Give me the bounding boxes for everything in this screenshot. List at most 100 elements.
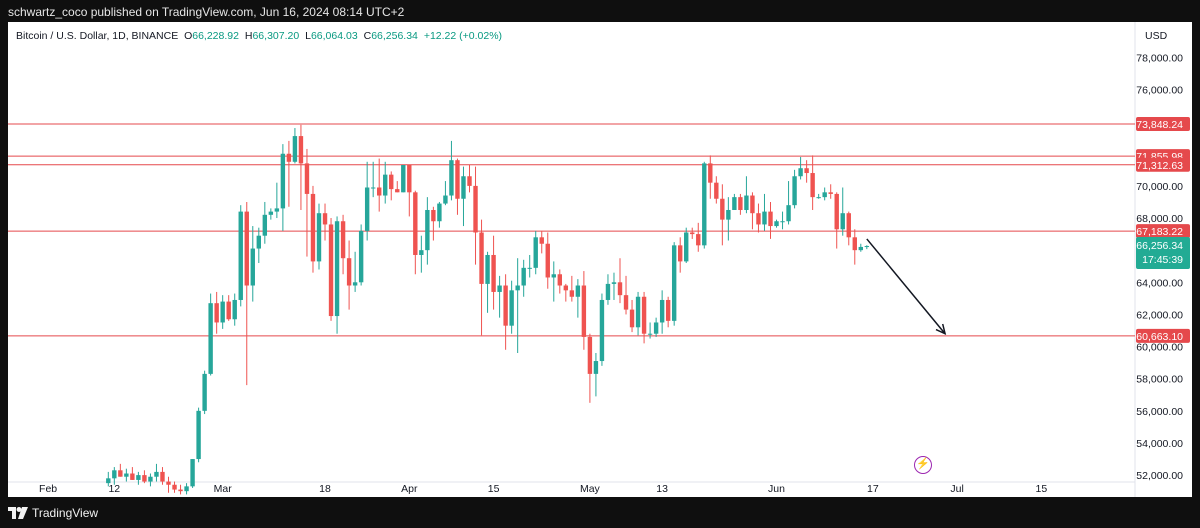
candle-body[interactable] — [539, 237, 544, 244]
candle-body[interactable] — [262, 214, 268, 236]
projection-arrow-line[interactable] — [866, 238, 946, 335]
candle-body[interactable] — [690, 232, 695, 235]
candle-body[interactable] — [503, 285, 508, 326]
candle-body[interactable] — [696, 234, 701, 246]
candle-body[interactable] — [858, 246, 863, 251]
candle-body[interactable] — [310, 193, 316, 262]
candle-body[interactable] — [671, 245, 677, 321]
candle-body[interactable] — [358, 230, 364, 283]
candle-body[interactable] — [744, 195, 749, 210]
candle-body[interactable] — [768, 211, 773, 227]
candle-body[interactable] — [665, 299, 671, 321]
candle-body[interactable] — [202, 373, 207, 411]
candle-body[interactable] — [232, 299, 237, 320]
candle-body[interactable] — [352, 282, 358, 286]
symbol-description[interactable]: Bitcoin / U.S. Dollar, 1D, BINANCE — [16, 30, 179, 42]
candle-body[interactable] — [840, 213, 845, 230]
candle-body[interactable] — [136, 475, 141, 480]
candle-body[interactable] — [485, 254, 490, 284]
candle-body[interactable] — [521, 267, 526, 286]
candle-body[interactable] — [750, 195, 755, 214]
candle-body[interactable] — [172, 484, 177, 490]
candle-body[interactable] — [328, 224, 334, 317]
candle-body[interactable] — [377, 187, 382, 196]
chart-frame[interactable]: 52,000.00 54,000.00 56,000.00 58,000.00 60,0… — [8, 22, 1192, 497]
lightning-icon[interactable]: ⚡ — [914, 456, 932, 474]
candle-body[interactable] — [653, 322, 659, 334]
candle-body[interactable] — [810, 173, 815, 198]
candle-body[interactable] — [364, 187, 370, 231]
candle-body[interactable] — [798, 168, 803, 177]
candle-body[interactable] — [256, 235, 261, 249]
candle-body[interactable] — [413, 192, 418, 255]
candle-body[interactable] — [407, 165, 412, 193]
candle-body[interactable] — [509, 290, 514, 326]
candle-body[interactable] — [226, 301, 231, 320]
candle-body[interactable] — [623, 295, 629, 310]
candle-body[interactable] — [629, 309, 635, 328]
candle-body[interactable] — [142, 475, 147, 482]
candle-body[interactable] — [425, 209, 430, 251]
candle-body[interactable] — [738, 197, 743, 210]
candle-body[interactable] — [268, 211, 274, 215]
candle-body[interactable] — [816, 197, 821, 199]
candle-body[interactable] — [401, 165, 406, 193]
candle-body[interactable] — [551, 274, 556, 278]
candle-body[interactable] — [160, 471, 165, 482]
candle-body[interactable] — [587, 336, 593, 374]
currency-label[interactable]: USD — [1145, 30, 1168, 42]
candle-body[interactable] — [533, 237, 538, 268]
candle-body[interactable] — [118, 470, 123, 477]
candle-body[interactable] — [828, 192, 833, 194]
candle-body[interactable] — [106, 478, 111, 484]
candle-body[interactable] — [834, 193, 839, 230]
candle-body[interactable] — [726, 209, 731, 220]
candle-body[interactable] — [274, 208, 280, 212]
candle-body[interactable] — [461, 176, 466, 199]
candle-body[interactable] — [641, 296, 647, 334]
candle-body[interactable] — [702, 163, 707, 246]
candle-body[interactable] — [786, 205, 791, 222]
candle-body[interactable] — [659, 299, 665, 323]
candle-body[interactable] — [756, 213, 761, 225]
candle-body[interactable] — [148, 476, 153, 482]
candle-body[interactable] — [250, 248, 255, 286]
candle-body[interactable] — [714, 182, 719, 199]
candle-body[interactable] — [370, 187, 376, 189]
candle-body[interactable] — [732, 197, 737, 210]
candle-body[interactable] — [443, 195, 448, 204]
candle-body[interactable] — [178, 489, 183, 492]
candle-body[interactable] — [196, 410, 201, 460]
candle-body[interactable] — [647, 333, 653, 335]
candle-body[interactable] — [720, 198, 725, 220]
candle-body[interactable] — [605, 283, 611, 300]
candle-body[interactable] — [286, 153, 292, 162]
candle-body[interactable] — [557, 274, 562, 286]
candle-body[interactable] — [563, 285, 569, 291]
candle-body[interactable] — [774, 221, 779, 227]
candlestick-chart[interactable]: 52,000.00 54,000.00 56,000.00 58,000.00 60,0… — [8, 22, 1192, 497]
candle-body[interactable] — [635, 296, 641, 328]
candle-body[interactable] — [684, 232, 689, 262]
candle-body[interactable] — [292, 136, 298, 162]
candle-body[interactable] — [304, 163, 310, 194]
candle-body[interactable] — [124, 473, 129, 477]
candle-body[interactable] — [130, 473, 135, 480]
candle-body[interactable] — [340, 221, 346, 259]
candle-body[interactable] — [473, 185, 478, 233]
candle-body[interactable] — [244, 211, 249, 286]
candle-body[interactable] — [437, 203, 442, 222]
candle-body[interactable] — [334, 221, 340, 317]
candle-body[interactable] — [431, 209, 436, 222]
candle-body[interactable] — [804, 168, 809, 174]
candle-body[interactable] — [527, 267, 532, 269]
candle-body[interactable] — [852, 237, 857, 251]
candle-body[interactable] — [154, 471, 159, 477]
candle-body[interactable] — [545, 243, 550, 278]
candle-body[interactable] — [467, 176, 472, 186]
candle-body[interactable] — [708, 163, 713, 183]
candle-body[interactable] — [581, 285, 587, 337]
candle-body[interactable] — [208, 303, 213, 374]
candle-body[interactable] — [479, 232, 484, 284]
candle-body[interactable] — [455, 160, 460, 199]
